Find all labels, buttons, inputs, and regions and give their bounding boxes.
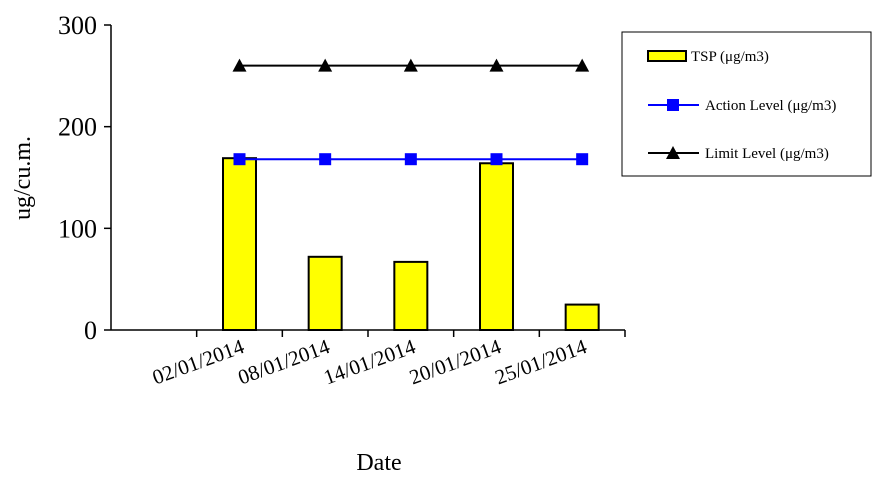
line-point <box>319 153 332 166</box>
y-axis-title: ug/cu.m. <box>10 136 36 220</box>
legend-label: Action Level (μg/m3) <box>705 98 836 114</box>
bars <box>222 157 600 332</box>
bar <box>479 162 514 331</box>
y-tick-label: 0 <box>84 316 97 345</box>
x-tick-label: 25/01/2014 <box>492 334 591 389</box>
x-tick-label: 14/01/2014 <box>320 334 419 389</box>
line-point <box>318 58 333 72</box>
legend-label: TSP (μg/m3) <box>691 49 769 65</box>
legend-label: Limit Level (μg/m3) <box>705 146 829 162</box>
axes <box>110 25 625 331</box>
x-tick-label: 02/01/2014 <box>149 334 248 389</box>
line-point <box>490 153 503 166</box>
y-tick-label: 100 <box>58 214 97 243</box>
y-tick-label: 300 <box>58 11 97 40</box>
y-axis-ticks: 0 100 200 300 <box>58 11 626 345</box>
y-tick-label: 200 <box>58 113 97 142</box>
x-tick-label: 08/01/2014 <box>235 334 334 389</box>
line-point <box>576 153 589 166</box>
lines <box>232 58 590 166</box>
x-axis-tick-labels: 02/01/201408/01/201414/01/201420/01/2014… <box>149 334 590 389</box>
bar <box>564 303 600 332</box>
legend-swatch <box>647 50 687 62</box>
x-axis-title: Date <box>356 450 401 476</box>
legend: TSP (μg/m3) Action Level (μg/m3) Limit Lev… <box>621 31 872 177</box>
x-tick-label: 20/01/2014 <box>406 334 505 389</box>
line-point <box>232 58 247 72</box>
legend-items: TSP (μg/m3) Action Level (μg/m3) Limit Lev… <box>647 49 836 162</box>
bar <box>307 255 343 331</box>
bar <box>222 157 257 331</box>
line-point <box>575 58 590 72</box>
line-point <box>489 58 504 72</box>
line-point <box>404 153 417 166</box>
bar <box>393 260 429 331</box>
line-point <box>667 99 679 111</box>
line-point <box>403 58 418 72</box>
line-point <box>666 146 680 159</box>
line-point <box>233 153 246 166</box>
